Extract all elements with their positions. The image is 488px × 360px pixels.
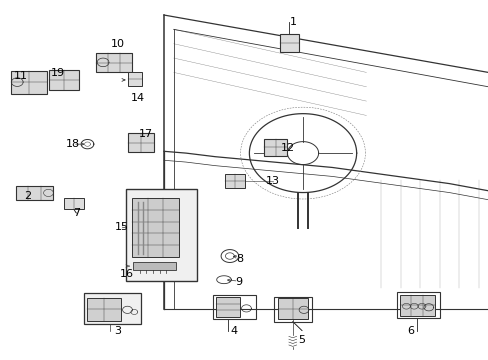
Bar	[216, 297, 239, 317]
Bar	[133, 262, 176, 270]
Text: 4: 4	[230, 326, 237, 336]
Bar	[49, 70, 79, 90]
Text: 13: 13	[265, 176, 279, 186]
Bar	[224, 174, 245, 188]
Text: 10: 10	[110, 40, 124, 49]
Bar	[87, 298, 121, 320]
Bar	[396, 292, 439, 318]
Text: 5: 5	[298, 334, 305, 345]
Text: 14: 14	[131, 93, 145, 103]
Bar	[128, 72, 142, 86]
Bar	[16, 186, 53, 200]
Text: 18: 18	[66, 139, 80, 149]
Bar	[83, 293, 141, 324]
Bar	[11, 71, 46, 94]
Text: 7: 7	[73, 208, 80, 218]
Bar	[132, 198, 178, 257]
Text: 11: 11	[14, 71, 28, 81]
Text: 1: 1	[289, 17, 296, 27]
Text: 9: 9	[235, 277, 242, 287]
Text: 17: 17	[139, 129, 153, 139]
Bar	[64, 198, 83, 210]
Text: 12: 12	[281, 143, 295, 153]
Text: 15: 15	[114, 222, 128, 232]
Bar	[274, 297, 312, 321]
Bar	[277, 298, 307, 319]
Text: 3: 3	[114, 326, 121, 336]
Bar	[96, 53, 132, 72]
Text: 6: 6	[406, 326, 413, 336]
Text: 2: 2	[24, 191, 31, 201]
Bar	[126, 189, 197, 281]
Bar	[399, 295, 434, 316]
Bar	[264, 139, 287, 156]
Text: 8: 8	[236, 254, 243, 264]
Text: 19: 19	[51, 68, 65, 78]
Bar	[128, 134, 154, 152]
Bar	[213, 295, 256, 319]
Text: 16: 16	[119, 269, 133, 279]
Bar	[280, 35, 298, 51]
